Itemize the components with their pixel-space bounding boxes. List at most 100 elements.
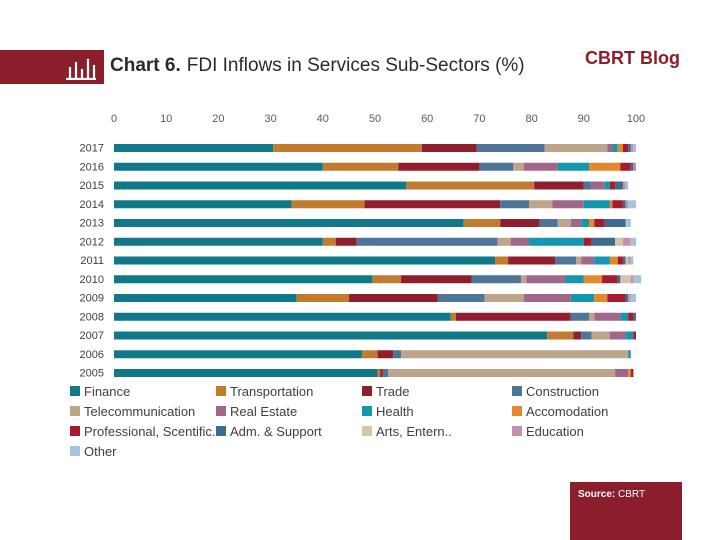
bar-segment	[615, 369, 629, 377]
source-note: Source: CBRT	[578, 489, 645, 500]
bar-segment	[583, 181, 592, 190]
legend-label: Finance	[84, 384, 130, 399]
bar-segment	[114, 312, 451, 321]
bar-segment	[575, 256, 582, 265]
legend-swatch	[70, 406, 80, 416]
legend-label: Adm. & Support	[230, 424, 322, 439]
y-category-label: 2013	[80, 218, 104, 230]
bar-segment	[625, 219, 631, 227]
bar-segment	[625, 331, 634, 340]
legend-swatch	[512, 426, 522, 436]
bar-segment	[625, 294, 629, 302]
bar-segment	[630, 369, 634, 377]
bar-segment	[620, 312, 629, 321]
bar-segment	[628, 312, 634, 321]
x-tick-label: 100	[627, 113, 645, 125]
bar-segment	[114, 181, 407, 190]
bar-segment	[361, 350, 378, 359]
y-category-label: 2010	[80, 274, 104, 286]
legend-swatch	[362, 386, 372, 396]
brand-label: CBRT Blog	[585, 48, 680, 68]
bar-segment	[114, 331, 548, 340]
bar-segment	[296, 294, 349, 302]
bar-segment	[622, 181, 626, 190]
bar-segment	[508, 256, 556, 265]
bar-segment	[609, 331, 626, 340]
bar-segment	[114, 256, 496, 265]
legend-swatch	[70, 386, 80, 396]
x-tick-label: 70	[473, 113, 485, 125]
bar-segment	[625, 200, 629, 209]
bar-segment	[555, 256, 576, 265]
bar-segment	[620, 275, 631, 284]
legend-label: Real Estate	[230, 404, 297, 419]
bar-segment	[534, 181, 584, 190]
legend-label: Accomodation	[526, 404, 608, 419]
bar-segment	[382, 369, 389, 377]
chart-title-text: FDI Inflows in Services Sub-Sectors (%)	[186, 55, 525, 76]
y-category-label: 2005	[80, 368, 104, 380]
bar-segment	[628, 256, 631, 265]
bar-segment	[609, 181, 616, 190]
y-category-label: 2006	[80, 349, 104, 361]
bar-segment	[547, 331, 574, 340]
chart-title-prefix: Chart 6.	[110, 55, 181, 76]
bar-segment	[500, 219, 540, 227]
bar-segment	[484, 294, 524, 302]
bar-segment	[589, 219, 595, 227]
x-tick-label: 60	[421, 113, 433, 125]
legend-label: Arts, Entern..	[376, 424, 452, 439]
bar-segment	[570, 312, 590, 321]
x-tick-label: 80	[525, 113, 537, 125]
bar-segment	[421, 144, 477, 152]
bar-segment	[589, 162, 621, 171]
bar-segment	[393, 350, 402, 359]
legend-swatch	[216, 406, 226, 416]
bar-segment	[380, 369, 383, 377]
bar-segment	[630, 144, 634, 152]
legend-label: Professional, Scentific..	[84, 424, 219, 439]
bar-segment	[570, 294, 595, 302]
bar-segment	[604, 181, 610, 190]
bar-segment	[356, 237, 498, 246]
legend-label: Construction	[526, 384, 599, 399]
bar-segment	[557, 219, 571, 227]
legend-swatch	[512, 386, 522, 396]
legend-swatch	[70, 426, 80, 436]
bar-segment	[617, 275, 621, 284]
bar-segment	[544, 144, 608, 152]
bar-segment	[612, 144, 618, 152]
legend-swatch	[362, 426, 372, 436]
bar-segment	[523, 162, 558, 171]
bar-segment	[620, 162, 631, 171]
source-value: CBRT	[618, 489, 646, 500]
bar-segment	[622, 237, 631, 246]
bar-segment	[377, 369, 381, 377]
bar-segment	[594, 219, 605, 227]
legend-swatch	[362, 406, 372, 416]
bar-segment	[628, 200, 636, 209]
bar-segment	[633, 331, 636, 340]
bar-segment	[630, 256, 634, 265]
bar-segment	[510, 237, 529, 246]
bar-segment	[463, 219, 501, 227]
bar-segment	[633, 162, 636, 171]
bar-segment	[497, 237, 511, 246]
bar-segment	[114, 350, 362, 359]
bar-segment	[114, 200, 292, 209]
bar-segment	[364, 200, 501, 209]
bar-segment	[455, 312, 571, 321]
bar-segment	[625, 256, 629, 265]
bar-segment	[114, 144, 274, 152]
bar-segment	[322, 162, 399, 171]
bar-segment	[388, 369, 616, 377]
legend-label: Health	[376, 404, 414, 419]
bar-segment	[570, 219, 582, 227]
bar-segment	[594, 256, 610, 265]
bar-segment	[500, 200, 529, 209]
y-category-label: 2009	[80, 293, 104, 305]
legend-label: Trade	[376, 384, 409, 399]
bar-segment	[633, 312, 636, 321]
bar-segment	[628, 369, 631, 377]
bar-segment	[625, 181, 629, 190]
